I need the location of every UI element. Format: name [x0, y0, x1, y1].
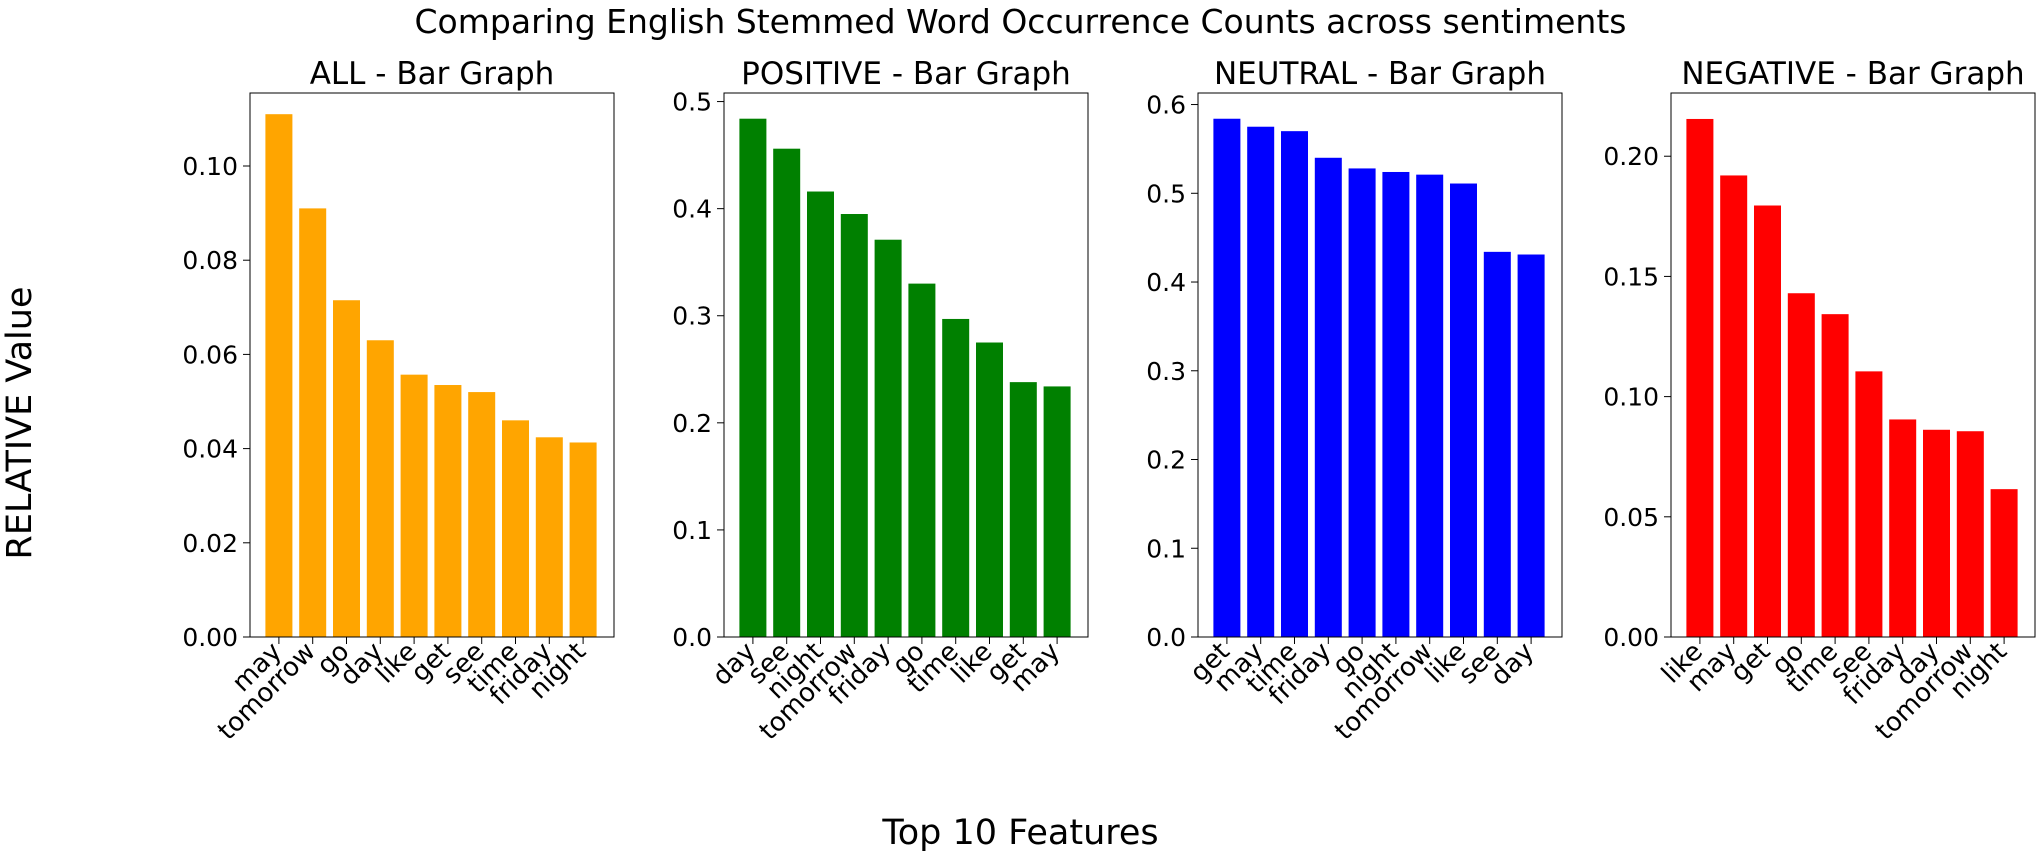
- bar: [1821, 314, 1849, 637]
- axes-frame: [249, 92, 615, 638]
- bar: [1247, 126, 1275, 637]
- figure-title: Comparing English Stemmed Word Occurrenc…: [414, 2, 1627, 41]
- bar: [1956, 431, 1984, 637]
- bar: [807, 191, 834, 637]
- subplot-title: NEUTRAL - Bar Graph: [1214, 56, 1546, 92]
- y-tick-label: 0.0: [1146, 623, 1186, 652]
- bar: [299, 208, 327, 637]
- y-tick-label: 0.5: [672, 88, 712, 117]
- y-tick-label: 0.2: [672, 409, 712, 438]
- subplot-title: POSITIVE - Bar Graph: [741, 56, 1071, 92]
- bar: [1889, 419, 1917, 637]
- y-tick-label: 0.15: [1603, 262, 1659, 291]
- y-tick-label: 0.05: [1603, 503, 1659, 532]
- bar: [840, 214, 868, 637]
- bar: [874, 239, 902, 637]
- bar: [1754, 205, 1781, 637]
- bar: [1314, 157, 1342, 637]
- bar: [1009, 382, 1037, 637]
- bar: [1483, 251, 1511, 637]
- bar: [1348, 168, 1376, 637]
- y-tick-label: 0.2: [1146, 446, 1186, 475]
- y-tick-label: 0.1: [672, 516, 712, 545]
- bar: [366, 340, 394, 637]
- bar: [1517, 254, 1545, 637]
- subplot-2: 0.00.10.20.30.40.5dayseenighttomorrowfri…: [672, 56, 1089, 746]
- bar: [1416, 174, 1444, 637]
- subplot-3: 0.00.10.20.30.40.50.6getmaytimefridaygon…: [1146, 56, 1563, 746]
- bar: [569, 442, 597, 637]
- x-axis-label: Top 10 Features: [882, 813, 1159, 853]
- bar: [942, 318, 970, 637]
- bar: [1990, 489, 2018, 637]
- y-tick-label: 0.4: [1146, 268, 1186, 297]
- y-tick-label: 0.20: [1603, 142, 1659, 171]
- y-tick-label: 0.5: [1146, 179, 1186, 208]
- bar: [265, 114, 293, 637]
- y-tick-label: 0.3: [672, 302, 712, 331]
- y-tick-label: 0.4: [672, 195, 712, 224]
- bar: [1855, 371, 1883, 637]
- bar: [1450, 183, 1477, 637]
- bar: [739, 118, 767, 637]
- y-tick-label: 0.02: [182, 529, 238, 558]
- y-tick-label: 0.00: [182, 623, 238, 652]
- y-tick-label: 0.04: [182, 435, 238, 464]
- bar: [976, 342, 1003, 637]
- bar: [1923, 429, 1950, 637]
- y-tick-label: 0.10: [182, 152, 238, 181]
- bar: [1213, 118, 1241, 638]
- axes-frame: [1197, 92, 1563, 638]
- bar: [1686, 118, 1714, 637]
- bar: [400, 374, 428, 637]
- y-tick-label: 0.3: [1146, 357, 1186, 386]
- bar: [1043, 386, 1071, 637]
- bar: [1720, 175, 1748, 637]
- y-tick-label: 0.6: [1146, 91, 1186, 120]
- subplot-1: 0.000.020.040.060.080.10maytomorrowgoday…: [182, 56, 615, 746]
- bar: [535, 437, 563, 637]
- subplot-title: ALL - Bar Graph: [310, 56, 555, 92]
- bar: [1382, 171, 1410, 638]
- axes-frame: [1670, 92, 2036, 638]
- y-tick-label: 0.0: [672, 623, 712, 652]
- bar: [434, 385, 462, 637]
- bar: [1787, 293, 1815, 637]
- bar: [908, 283, 936, 637]
- axes-frame: [723, 92, 1089, 638]
- bar: [333, 300, 360, 637]
- y-tick-label: 0.10: [1603, 383, 1659, 412]
- y-tick-label: 0.06: [182, 340, 238, 369]
- y-tick-label: 0.00: [1603, 623, 1659, 652]
- y-tick-label: 0.08: [182, 246, 238, 275]
- subplot-4: 0.000.050.100.150.20likemaygetgotimeseef…: [1603, 56, 2036, 746]
- bar: [1281, 131, 1308, 637]
- bar: [468, 392, 496, 637]
- bar: [502, 420, 529, 637]
- subplot-title: NEGATIVE - Bar Graph: [1681, 56, 2024, 92]
- bar: [773, 148, 801, 637]
- y-tick-label: 0.1: [1146, 534, 1186, 563]
